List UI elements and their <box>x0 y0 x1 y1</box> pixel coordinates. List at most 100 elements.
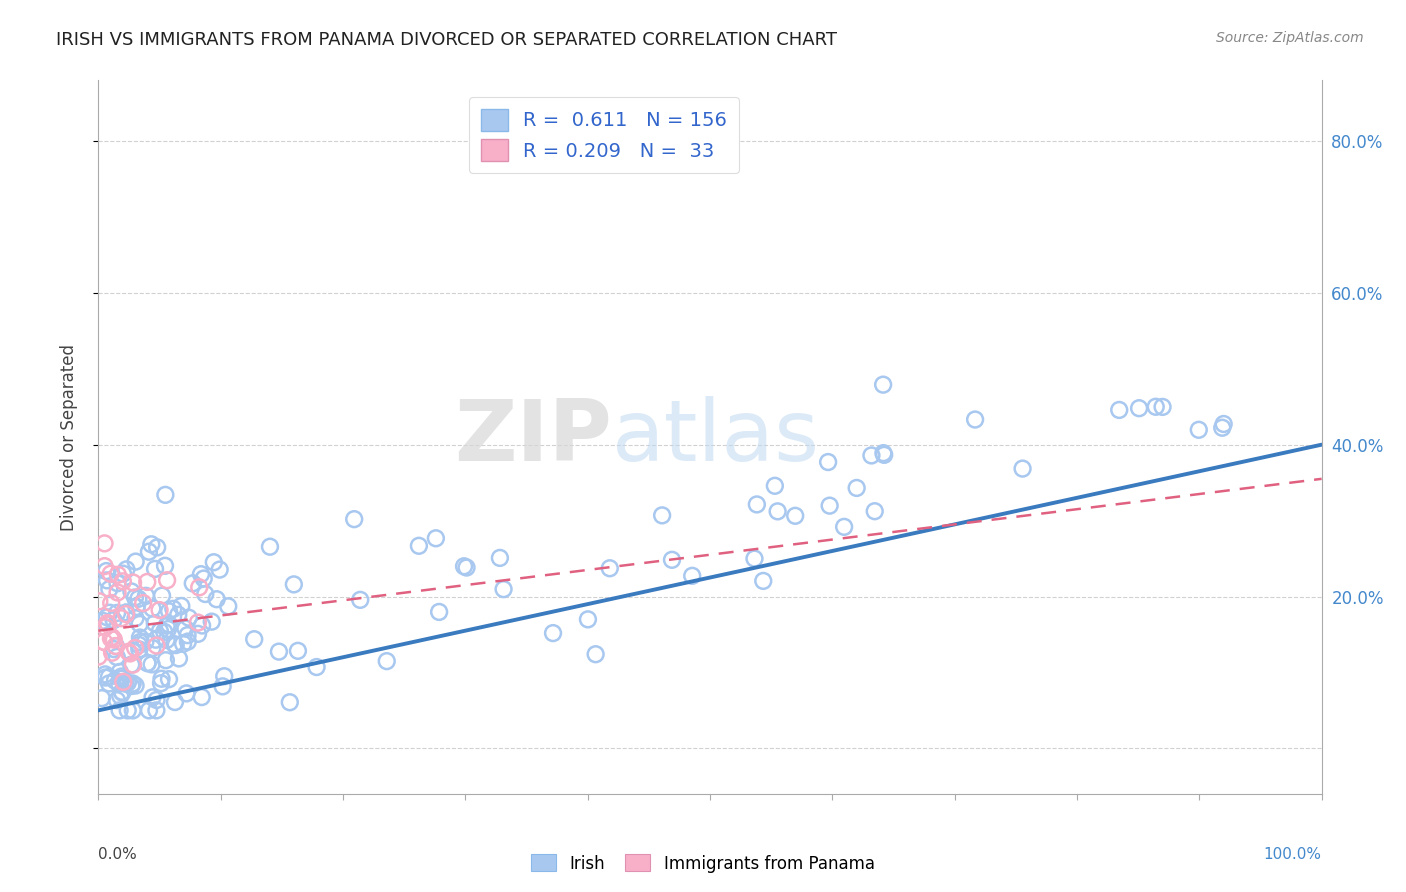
Point <box>763 479 786 493</box>
Point <box>145 639 167 653</box>
Point <box>118 647 141 661</box>
Point <box>129 635 152 649</box>
Point <box>115 607 138 621</box>
Point <box>146 541 169 555</box>
Point <box>1152 400 1174 414</box>
Point <box>165 638 187 652</box>
Point <box>157 617 180 632</box>
Point <box>111 685 134 699</box>
Point <box>108 703 131 717</box>
Point <box>143 616 166 631</box>
Point <box>860 449 883 463</box>
Point <box>105 639 128 653</box>
Point <box>752 574 775 588</box>
Point <box>141 640 163 655</box>
Point <box>107 567 129 582</box>
Point <box>172 637 194 651</box>
Point <box>156 573 179 587</box>
Point <box>191 618 214 632</box>
Point <box>817 455 839 469</box>
Point <box>157 672 180 686</box>
Point <box>136 656 159 670</box>
Point <box>145 693 167 707</box>
Point <box>108 676 131 690</box>
Point <box>107 576 129 591</box>
Point <box>98 606 121 620</box>
Point <box>155 488 177 502</box>
Point <box>124 679 146 693</box>
Point <box>112 674 135 689</box>
Point <box>176 628 198 642</box>
Point <box>1188 423 1211 437</box>
Point <box>125 599 148 614</box>
Point <box>103 632 125 647</box>
Text: ZIP: ZIP <box>454 395 612 479</box>
Point <box>157 604 180 618</box>
Point <box>138 703 160 717</box>
Point <box>208 563 231 577</box>
Point <box>97 617 120 632</box>
Point <box>456 560 478 574</box>
Point <box>150 676 173 690</box>
Point <box>98 670 121 684</box>
Point <box>599 561 621 575</box>
Point <box>145 632 167 647</box>
Point <box>138 544 160 558</box>
Point <box>156 618 179 632</box>
Point <box>492 582 515 596</box>
Point <box>96 615 118 630</box>
Point <box>87 649 110 664</box>
Point <box>489 550 512 565</box>
Point <box>201 615 224 629</box>
Point <box>145 703 167 717</box>
Point <box>278 695 301 709</box>
Point <box>129 631 152 645</box>
Point <box>177 610 200 624</box>
Point <box>243 632 266 647</box>
Point <box>150 672 173 686</box>
Point <box>153 558 176 573</box>
Point <box>188 580 211 594</box>
Point <box>155 653 177 667</box>
Point <box>176 686 198 700</box>
Text: 0.0%: 0.0% <box>98 847 138 863</box>
Point <box>124 611 146 625</box>
Point <box>190 690 212 704</box>
Point <box>124 591 146 605</box>
Point <box>127 591 149 606</box>
Point <box>818 499 841 513</box>
Point <box>408 539 430 553</box>
Point <box>872 446 894 460</box>
Point <box>98 676 121 690</box>
Y-axis label: Divorced or Separated: Divorced or Separated <box>59 343 77 531</box>
Point <box>100 596 122 610</box>
Point <box>128 617 150 632</box>
Point <box>217 599 239 614</box>
Point <box>110 672 132 686</box>
Point <box>267 645 290 659</box>
Point <box>122 575 145 590</box>
Point <box>136 574 159 589</box>
Point <box>100 632 122 646</box>
Point <box>150 589 173 603</box>
Point <box>94 667 117 681</box>
Point <box>111 566 134 581</box>
Point <box>187 627 209 641</box>
Point <box>1011 461 1033 475</box>
Point <box>194 587 217 601</box>
Point <box>427 605 450 619</box>
Point <box>174 622 197 636</box>
Text: Source: ZipAtlas.com: Source: ZipAtlas.com <box>1216 31 1364 45</box>
Text: atlas: atlas <box>612 395 820 479</box>
Point <box>111 574 134 589</box>
Point <box>1144 400 1167 414</box>
Point <box>128 642 150 657</box>
Point <box>101 646 124 660</box>
Point <box>211 679 233 693</box>
Point <box>965 412 987 426</box>
Point <box>187 615 209 630</box>
Point <box>190 567 212 582</box>
Point <box>134 634 156 648</box>
Point <box>785 508 807 523</box>
Point <box>873 448 896 462</box>
